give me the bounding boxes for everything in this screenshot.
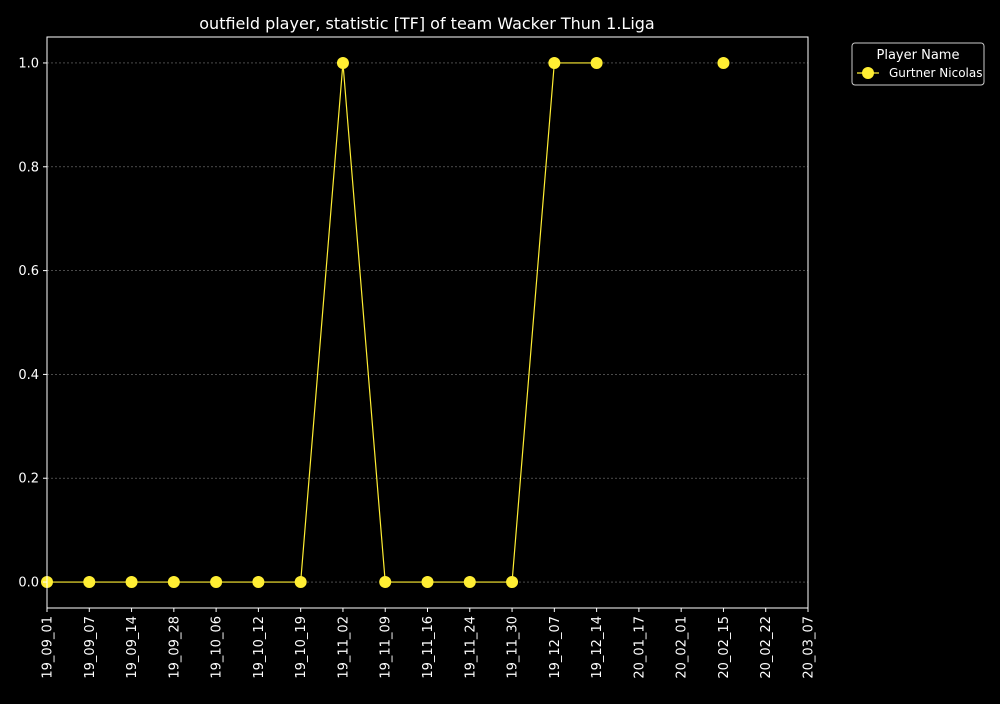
x-tick-label: 19_11_24 (463, 616, 478, 679)
x-tick-label: 19_09_28 (167, 616, 182, 679)
x-tick-label: 19_10_12 (252, 616, 267, 679)
legend: Player Name Gurtner Nicolas (851, 42, 985, 86)
y-axis: 0.0 0.2 0.4 0.6 0.8 1.0 (18, 56, 47, 591)
y-tick-label: 0.4 (18, 368, 39, 383)
x-tick-label: 19_11_30 (506, 616, 521, 679)
data-point (167, 576, 180, 589)
y-tick-label: 1.0 (18, 56, 39, 71)
legend-title: Player Name (877, 48, 960, 63)
x-tick-label: 20_01_17 (632, 616, 647, 679)
y-tick-label: 0.0 (18, 576, 39, 591)
y-tick-label: 0.8 (18, 160, 39, 175)
legend-marker-swatch (862, 67, 874, 79)
x-tick-label: 20_03_07 (802, 616, 817, 679)
x-tick-label: 19_11_16 (421, 616, 436, 679)
grid-layer (47, 62, 808, 583)
y-tick-label: 0.6 (18, 264, 39, 279)
series-line (47, 62, 597, 583)
data-point (379, 576, 392, 589)
x-tick-label: 19_10_06 (210, 616, 225, 679)
data-point (421, 576, 434, 589)
chart-title: outfield player, statistic [TF] of team … (199, 14, 654, 33)
x-tick-label: 19_10_19 (294, 616, 309, 679)
legend-entry-label: Gurtner Nicolas (889, 66, 982, 80)
line-layer (47, 62, 597, 583)
x-axis: 19_09_01 19_09_07 19_09_14 19_09_28 19_10_06… (41, 608, 817, 679)
data-point (294, 576, 307, 589)
data-point (506, 576, 519, 589)
x-tick-label: 19_11_09 (379, 616, 394, 679)
legend-box (851, 42, 985, 86)
y-tick-label: 0.2 (18, 472, 39, 487)
x-tick-label: 19_11_02 (336, 616, 351, 679)
data-point (463, 576, 476, 589)
data-point (717, 56, 730, 69)
data-point (210, 576, 223, 589)
data-point (336, 56, 349, 69)
x-tick-label: 19_12_07 (548, 616, 563, 679)
data-point (83, 576, 96, 589)
plot-frame (46, 36, 809, 609)
x-tick-label: 20_02_01 (675, 616, 690, 679)
x-tick-label: 19_09_01 (41, 616, 56, 679)
data-point (252, 576, 265, 589)
x-tick-label: 19_12_14 (590, 616, 605, 679)
data-point (590, 56, 603, 69)
data-point (125, 576, 138, 589)
marker-layer (41, 56, 730, 589)
x-tick-label: 19_09_07 (83, 616, 98, 679)
data-point (548, 56, 561, 69)
x-tick-label: 20_02_22 (759, 616, 774, 679)
x-tick-label: 20_02_15 (717, 616, 732, 679)
x-tick-label: 19_09_14 (125, 616, 140, 679)
